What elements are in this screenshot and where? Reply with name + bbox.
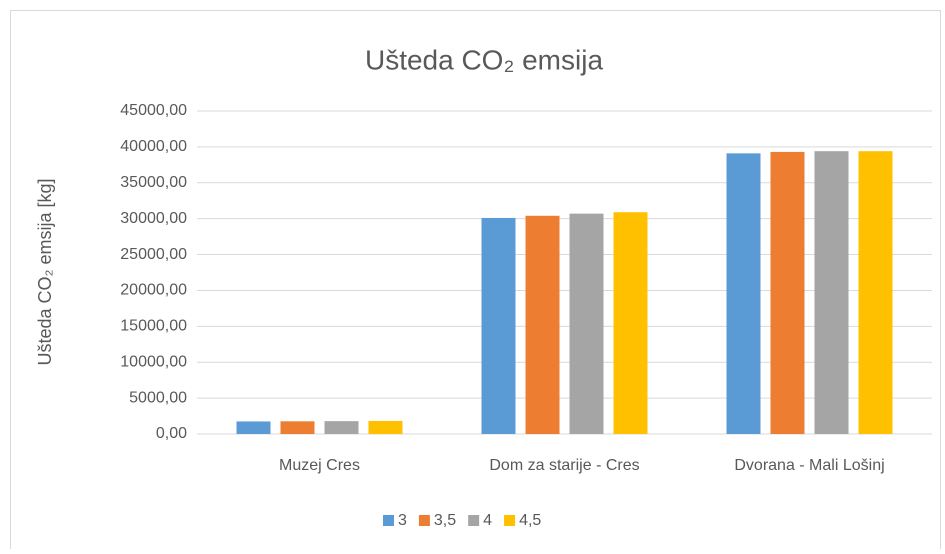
bar [569, 213, 604, 434]
chart-title: Ušteda CO₂ emsija [365, 44, 603, 75]
bar [814, 151, 849, 434]
bar [236, 421, 271, 434]
bar [525, 215, 560, 434]
x-tick-label: Muzej Cres [279, 457, 360, 474]
y-tick-label: 0,00 [156, 425, 187, 442]
y-tick-label: 35000,00 [120, 174, 187, 191]
bar [726, 153, 761, 435]
x-tick-label: Dom za starije - Cres [489, 457, 639, 474]
x-tick-label: Dvorana - Mali Lošinj [734, 457, 884, 474]
bar [858, 151, 893, 434]
legend-label: 3 [398, 512, 407, 529]
legend-label: 4 [483, 512, 492, 529]
y-tick-label: 30000,00 [120, 210, 187, 227]
bar [280, 421, 315, 434]
y-tick-label: 25000,00 [120, 246, 187, 263]
y-tick-label: 20000,00 [120, 282, 187, 299]
y-axis-label: Ušteda CO₂ emsija [kg] [35, 178, 55, 365]
y-tick-label: 5000,00 [129, 389, 187, 406]
legend-swatch [418, 515, 430, 526]
bar [770, 151, 805, 434]
y-tick-label: 45000,00 [120, 102, 187, 119]
y-tick-label: 10000,00 [120, 353, 187, 370]
legend-swatch [468, 515, 480, 526]
y-tick-label: 15000,00 [120, 318, 187, 335]
legend-swatch [504, 515, 516, 526]
bar [613, 212, 648, 434]
legend-label: 3,5 [434, 512, 456, 529]
bar [481, 217, 516, 434]
bar [324, 421, 359, 434]
legend-label: 4,5 [519, 512, 541, 529]
y-tick-label: 40000,00 [120, 138, 187, 155]
legend-swatch [383, 515, 394, 526]
bar [368, 420, 403, 434]
